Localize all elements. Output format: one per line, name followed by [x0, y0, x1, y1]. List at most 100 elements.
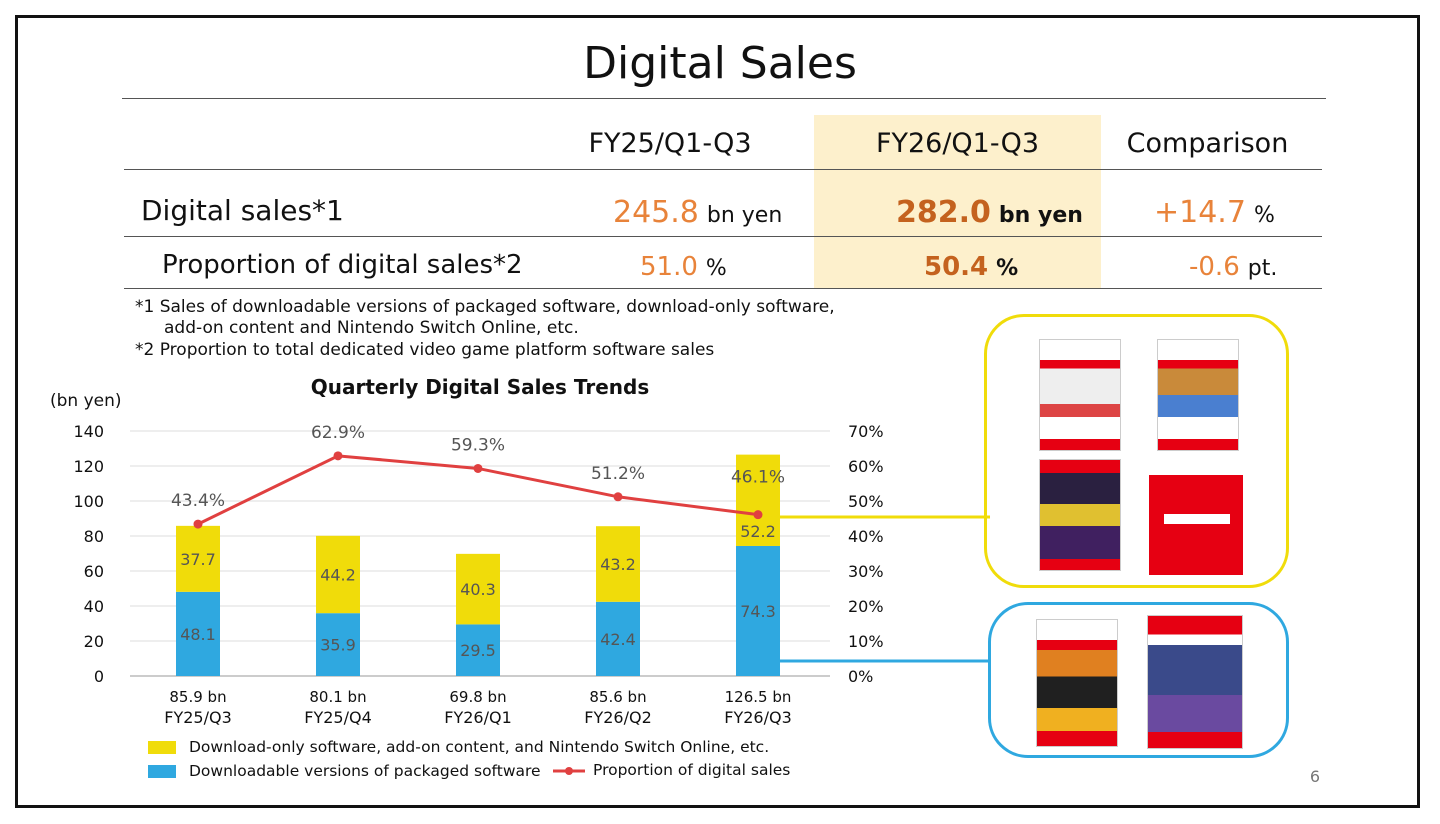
- bar-label-download-only: 40.3: [460, 580, 496, 599]
- product-card-packaged-2: [1147, 615, 1243, 749]
- bar-label-packaged: 29.5: [460, 641, 496, 660]
- fy26-proportion: 50.4%: [924, 252, 1018, 282]
- legend-swatch-download-only: [148, 741, 176, 754]
- slide-frame: [15, 15, 1420, 808]
- row-label-digital-sales: Digital sales*1: [141, 194, 344, 227]
- chart-title: Quarterly Digital Sales Trends: [310, 375, 650, 399]
- fy26-column-highlight: [814, 115, 1101, 289]
- comparison-proportion-unit: pt.: [1247, 256, 1278, 281]
- y-tick-label: 100: [73, 492, 104, 511]
- proportion-point: [753, 510, 763, 520]
- y2-tick-label: 60%: [848, 457, 884, 476]
- bar-packaged: [176, 591, 220, 676]
- legend-download-only: Download-only software, add-on content, …: [189, 738, 770, 756]
- fy26-digital-sales-value: 282.0: [896, 195, 991, 230]
- bar-label-packaged: 48.1: [180, 625, 216, 644]
- legend-packaged: Downloadable versions of packaged softwa…: [189, 762, 541, 780]
- y2-tick-label: 30%: [848, 562, 884, 581]
- y-tick-label: 0: [94, 667, 104, 686]
- y-tick-label: 80: [84, 527, 104, 546]
- footnote-2: *2 Proportion to total dedicated video g…: [135, 340, 715, 360]
- proportion-label: 59.3%: [451, 435, 505, 455]
- comparison-proportion-value: -0.6: [1189, 252, 1240, 282]
- bar-label-download-only: 43.2: [600, 555, 636, 574]
- bar-total-label: 85.6 bn: [589, 688, 646, 706]
- chart-bars: [176, 454, 780, 676]
- bar-label-download-only: 52.2: [740, 522, 776, 541]
- bar-label-download-only: 37.7: [180, 550, 216, 569]
- product-card-upgrade-pack: [1157, 339, 1239, 451]
- fy26-digital-sales: 282.0 bn yen: [896, 195, 1083, 230]
- category-label: FY26/Q2: [584, 708, 652, 727]
- bar-download-only: [316, 535, 360, 614]
- proportion-point: [193, 519, 203, 529]
- header-fy26: FY26/Q1-Q3: [875, 128, 1040, 159]
- bar-packaged: [456, 624, 500, 676]
- table-rule: [124, 236, 1322, 237]
- proportion-label: 43.4%: [171, 491, 225, 511]
- header-comparison: Comparison: [1126, 128, 1289, 159]
- product-card-nintendo-switch-online: [1149, 475, 1243, 575]
- category-label: FY26/Q3: [724, 708, 792, 727]
- product-card-game-add-on: [1039, 459, 1121, 571]
- bar-packaged: [736, 545, 780, 676]
- bar-packaged: [316, 613, 360, 676]
- header-fy25: FY25/Q1-Q3: [588, 128, 752, 159]
- proportion-point: [613, 492, 623, 502]
- bar-total-label: 85.9 bn: [169, 688, 226, 706]
- chart-labels: 0 20 40 60 80 100 120 140 0% 10% 20% 30% 40% 50% 60% 70…: [73, 422, 883, 727]
- legend-proportion: Proportion of digital sales: [593, 761, 791, 779]
- footnote-1-cont: add-on content and Nintendo Switch Onlin…: [164, 318, 579, 338]
- footnote-1: *1 Sales of downloadable versions of pac…: [135, 297, 835, 317]
- y2-tick-label: 0%: [848, 667, 873, 686]
- bar-label-packaged: 35.9: [320, 636, 356, 655]
- page-title: Digital Sales: [583, 38, 857, 89]
- y-tick-label: 140: [73, 422, 104, 441]
- category-label: FY25/Q4: [304, 708, 372, 727]
- online-logo-icon: [1164, 514, 1230, 524]
- category-label: FY25/Q3: [164, 708, 232, 727]
- fy26-proportion-unit: %: [996, 256, 1019, 281]
- bar-label-packaged: 42.4: [600, 630, 636, 649]
- proportion-label: 51.2%: [591, 464, 645, 484]
- bar-total-label: 126.5 bn: [725, 688, 792, 706]
- fy25-proportion-value: 51.0: [640, 252, 698, 282]
- bar-download-only: [596, 526, 640, 602]
- product-card-packaged-1: [1036, 619, 1118, 747]
- fy25-proportion: 51.0%: [640, 252, 727, 282]
- row-label-proportion: Proportion of digital sales*2: [162, 250, 523, 280]
- y-tick-label: 40: [84, 597, 104, 616]
- fy25-digital-sales: 245.8 bn yen: [613, 195, 782, 230]
- legend-line-marker: [553, 767, 585, 775]
- y2-tick-label: 70%: [848, 422, 884, 441]
- comparison-proportion: -0.6 pt.: [1189, 252, 1277, 282]
- comparison-digital-sales-unit: %: [1253, 203, 1275, 228]
- bar-packaged: [596, 601, 640, 676]
- packaged-products-box: [988, 602, 1289, 758]
- y2-tick-label: 10%: [848, 632, 884, 651]
- product-card-welcome-tour: [1039, 339, 1121, 451]
- y-tick-label: 60: [84, 562, 104, 581]
- page-number: 6: [1309, 767, 1320, 786]
- proportion-label: 62.9%: [311, 423, 365, 443]
- y2-tick-label: 50%: [848, 492, 884, 511]
- proportion-point: [473, 463, 483, 473]
- bar-label-packaged: 74.3: [740, 602, 776, 621]
- fy25-digital-sales-unit: bn yen: [706, 203, 783, 228]
- comparison-digital-sales-value: +14.7: [1154, 195, 1246, 230]
- bar-download-only: [456, 553, 500, 625]
- table-rule: [124, 169, 1322, 170]
- connector-lines: [778, 515, 990, 663]
- bar-total-label: 80.1 bn: [309, 688, 366, 706]
- y-axis-label: (bn yen): [50, 391, 122, 411]
- bar-total-label: 69.8 bn: [449, 688, 506, 706]
- bar-download-only: [736, 454, 780, 546]
- y2-tick-label: 40%: [848, 527, 884, 546]
- y-tick-label: 120: [73, 457, 104, 476]
- comparison-digital-sales: +14.7%: [1154, 195, 1275, 230]
- bar-label-download-only: 44.2: [320, 566, 356, 585]
- proportion-point: [333, 451, 343, 461]
- title-rule: [122, 98, 1326, 99]
- bar-download-only: [176, 525, 220, 592]
